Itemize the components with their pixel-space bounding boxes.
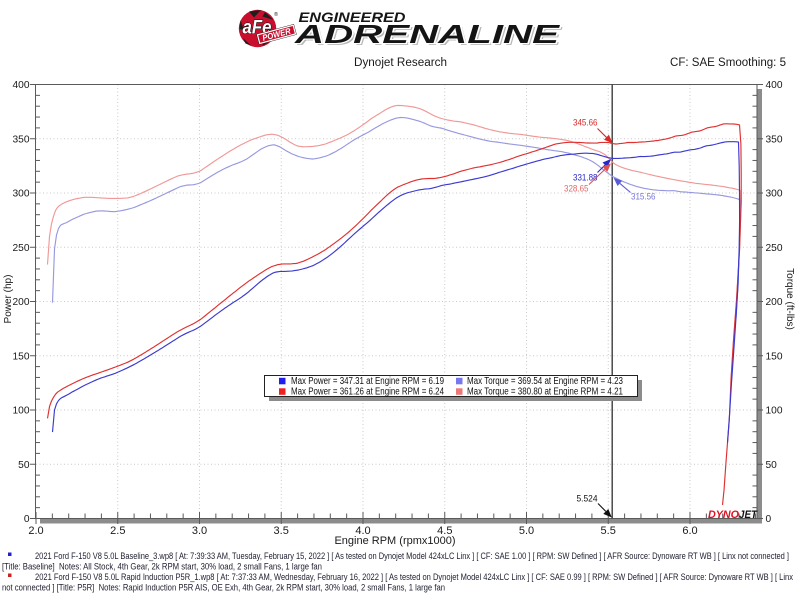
svg-text:ADRENALINE: ADRENALINE xyxy=(296,21,563,51)
svg-text:[Title: Baseline] Notes: All: [Title: Baseline] Notes: All Stock, 4th … xyxy=(2,562,322,572)
svg-text:328.65: 328.65 xyxy=(564,183,589,193)
svg-text:3.0: 3.0 xyxy=(192,525,207,537)
svg-text:5.5: 5.5 xyxy=(601,525,616,537)
svg-text:250: 250 xyxy=(13,243,30,254)
svg-text:Max Torque = 380.80 at Engine: Max Torque = 380.80 at Engine RPM = 4.21 xyxy=(467,387,623,398)
svg-text:0: 0 xyxy=(766,514,772,525)
svg-text:350: 350 xyxy=(766,134,783,145)
svg-text:331.88: 331.88 xyxy=(573,173,598,183)
svg-text:350: 350 xyxy=(13,134,30,145)
svg-text:50: 50 xyxy=(766,460,778,471)
svg-text:345.66: 345.66 xyxy=(573,118,598,128)
svg-text:50: 50 xyxy=(18,460,30,471)
svg-text:Dynojet Research: Dynojet Research xyxy=(354,57,447,69)
svg-text:Torque (ft-lbs): Torque (ft-lbs) xyxy=(784,268,795,330)
svg-text:400: 400 xyxy=(766,80,783,91)
svg-text:4.5: 4.5 xyxy=(437,525,452,537)
svg-text:5.524: 5.524 xyxy=(577,494,598,504)
svg-text:JET: JET xyxy=(739,509,758,521)
svg-text:300: 300 xyxy=(766,189,783,200)
svg-text:400: 400 xyxy=(13,80,30,91)
svg-text:DYNO: DYNO xyxy=(708,509,739,521)
svg-text:4.0: 4.0 xyxy=(355,525,370,537)
svg-text:Max Power = 361.26 at Engine R: Max Power = 361.26 at Engine RPM = 6.24 xyxy=(291,387,444,398)
svg-text:150: 150 xyxy=(13,351,30,362)
svg-text:Engine RPM (rpmx1000): Engine RPM (rpmx1000) xyxy=(334,535,455,547)
svg-text:Max Power = 347.31 at Engine R: Max Power = 347.31 at Engine RPM = 6.19 xyxy=(291,376,444,387)
svg-text:®: ® xyxy=(274,11,278,18)
svg-text:ENGINEERED: ENGINEERED xyxy=(299,9,406,25)
svg-text:100: 100 xyxy=(13,406,30,417)
svg-text:150: 150 xyxy=(766,351,783,362)
svg-text:250: 250 xyxy=(766,243,783,254)
svg-text:6.0: 6.0 xyxy=(682,525,697,537)
svg-text:100: 100 xyxy=(766,406,783,417)
svg-text:200: 200 xyxy=(13,297,30,308)
svg-text:5.0: 5.0 xyxy=(519,525,534,537)
svg-text:315.56: 315.56 xyxy=(631,191,656,201)
svg-text:not connected ] [Title: P5R]: not connected ] [Title: P5R] Notes: Rapi… xyxy=(2,583,445,593)
svg-text:2021 Ford F-150 V8 5.0L Rapid: 2021 Ford F-150 V8 5.0L Rapid Induction … xyxy=(35,572,793,582)
svg-text:2.0: 2.0 xyxy=(28,525,43,537)
svg-text:Power (hp): Power (hp) xyxy=(3,275,14,324)
svg-text:2.5: 2.5 xyxy=(110,525,125,537)
svg-text:CF: SAE Smoothing: 5: CF: SAE Smoothing: 5 xyxy=(670,57,786,69)
svg-text:ADRENALINE: ADRENALINE xyxy=(293,19,560,49)
svg-text:3.5: 3.5 xyxy=(274,525,289,537)
svg-text:200: 200 xyxy=(766,297,783,308)
svg-text:0: 0 xyxy=(24,514,30,525)
svg-text:Max Torque = 369.54 at Engine: Max Torque = 369.54 at Engine RPM = 4.23 xyxy=(467,376,623,387)
svg-text:2021 Ford F-150 V8 5.0L Baseli: 2021 Ford F-150 V8 5.0L Baseline_3.wp8 [… xyxy=(35,551,789,561)
svg-text:300: 300 xyxy=(13,189,30,200)
